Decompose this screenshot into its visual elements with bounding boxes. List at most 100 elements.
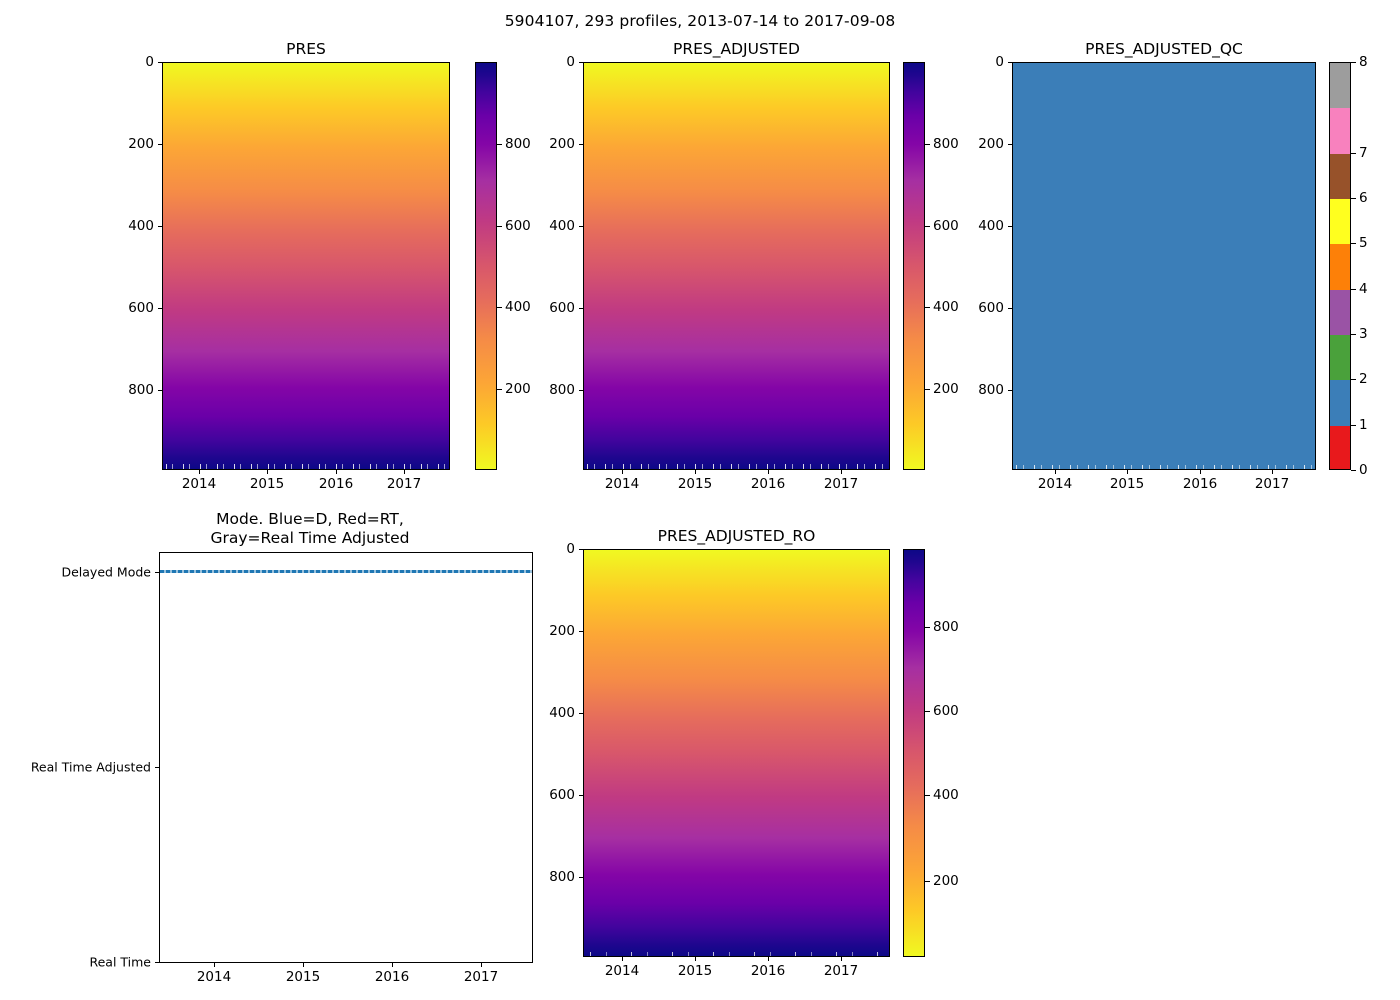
plot-area-pres-adjusted [583,62,890,470]
subplot-title-pres-adjusted: PRES_ADJUSTED [673,40,800,58]
xtickmark [303,963,305,967]
cbar-tickmark [1351,62,1356,64]
xtick-label-ro-2016: 2016 [750,963,786,979]
xtick-label-presadj-2017: 2017 [823,476,859,492]
xtickmark [1055,470,1057,474]
colorbar-pres-adjusted-ro-gradient [904,550,924,956]
ytickmark [1008,308,1012,310]
ytick-label-qc-200: 200 [978,136,1004,152]
xtickmark [392,963,394,967]
figure-suptitle: 5904107, 293 profiles, 2013-07-14 to 201… [504,12,896,30]
pres-adjusted-ro-bottom-speckle [584,952,889,956]
cbar-tickmark [1351,424,1356,426]
qc-band-1 [1330,380,1350,426]
ytick-label-presadj-200: 200 [549,136,575,152]
xtick-label-ro-2014: 2014 [604,963,640,979]
cbar-tick-qc-7: 7 [1359,144,1368,161]
ytick-label-pres-200: 200 [128,136,154,152]
cbar-tick-qc-1: 1 [1359,416,1368,433]
ytickmark [579,877,583,879]
cbar-tick-pres-600: 600 [505,218,531,234]
cbar-tick-ro-800: 800 [933,619,959,635]
qc-band-7 [1330,108,1350,154]
ytickmark [158,226,162,228]
subplot-title-mode-line2: Gray=Real Time Adjusted [210,529,410,547]
xtick-label-mode-2016: 2016 [374,969,410,985]
xtick-label-qc-2015: 2015 [1109,476,1145,492]
xtick-label-ro-2015: 2015 [677,963,713,979]
xtick-label-pres-2014: 2014 [181,476,217,492]
cbar-tickmark [497,389,502,391]
cbar-tick-qc-3: 3 [1359,326,1368,342]
xtick-label-qc-2014: 2014 [1037,476,1073,492]
ytickmark [1008,390,1012,392]
pres-colorfield [163,63,449,469]
ytick-label-presadj-600: 600 [549,300,575,316]
xtick-label-mode-2015: 2015 [285,969,321,985]
qc-band-8 [1330,63,1350,109]
colorbar-pres-gradient [476,63,496,469]
xtick-label-presadj-2014: 2014 [604,476,640,492]
cbar-tickmark [925,711,930,713]
xtickmark [214,963,216,967]
ytick-label-qc-400: 400 [978,218,1004,234]
ytickmark [579,713,583,715]
xtick-label-presadj-2016: 2016 [750,476,786,492]
heatmap-pres-adjusted [584,63,889,469]
cbar-tick-ro-400: 400 [933,787,959,803]
qc-colorfield [1013,63,1315,469]
ytickmark [155,767,159,769]
cbar-tick-ro-600: 600 [933,703,959,719]
ytickmark [155,962,159,964]
ytickmark [579,390,583,392]
ytickmark [1008,62,1012,64]
cbar-tickmark [497,307,502,309]
cbar-tickmark [1351,334,1356,336]
xtickmark [695,957,697,961]
plot-area-pres-adjusted-ro [583,549,890,957]
cbar-tickmark [1351,379,1356,381]
plot-area-pres [162,62,450,470]
xtickmark [841,470,843,474]
cbar-tick-qc-8: 8 [1359,54,1368,70]
qc-band-3 [1330,289,1350,336]
ytickmark [579,308,583,310]
cbar-tickmark [925,795,930,797]
ytick-label-qc-600: 600 [978,300,1004,316]
xtick-label-presadj-2015: 2015 [677,476,713,492]
ytick-label-presadj-800: 800 [549,382,575,398]
cbar-tick-qc-6: 6 [1359,190,1368,206]
xtickmark [841,957,843,961]
cbar-tick-presadj-200: 200 [933,381,959,397]
cbar-tickmark [925,307,930,309]
subplot-title-pres-adjusted-ro: PRES_ADJUSTED_RO [657,527,816,545]
qc-band-4 [1330,244,1350,290]
colorbar-qc [1329,62,1351,470]
plot-area-mode [159,552,533,963]
ytick-label-pres-800: 800 [128,382,154,398]
xtick-label-qc-2016: 2016 [1182,476,1218,492]
ytick-label-qc-800: 800 [978,382,1004,398]
pres-adjusted-bottom-speckle [584,464,889,469]
heatmap-pres-adjusted-ro [584,550,889,956]
plot-area-pres-adjusted-qc [1012,62,1316,470]
subplot-title-pres: PRES [286,40,326,58]
xtickmark [622,957,624,961]
ytick-label-ro-0: 0 [566,541,575,557]
colorbar-pres-adjusted-ro [903,549,925,957]
ytickmark [579,549,583,551]
xtickmark [336,470,338,474]
xtickmark [404,470,406,474]
ytickmark [155,572,159,574]
xtickmark [1200,470,1202,474]
xtickmark [768,957,770,961]
ytick-label-presadj-400: 400 [549,218,575,234]
ytick-label-mode-real-time: Real Time [89,954,151,970]
ytick-label-ro-400: 400 [549,705,575,721]
xtick-label-pres-2017: 2017 [386,476,422,492]
cbar-tick-presadj-600: 600 [933,218,959,234]
ytick-label-presadj-0: 0 [566,54,575,70]
ytick-label-pres-600: 600 [128,300,154,316]
mode-series-delayed-mode [160,570,532,573]
ytick-label-ro-600: 600 [549,787,575,803]
